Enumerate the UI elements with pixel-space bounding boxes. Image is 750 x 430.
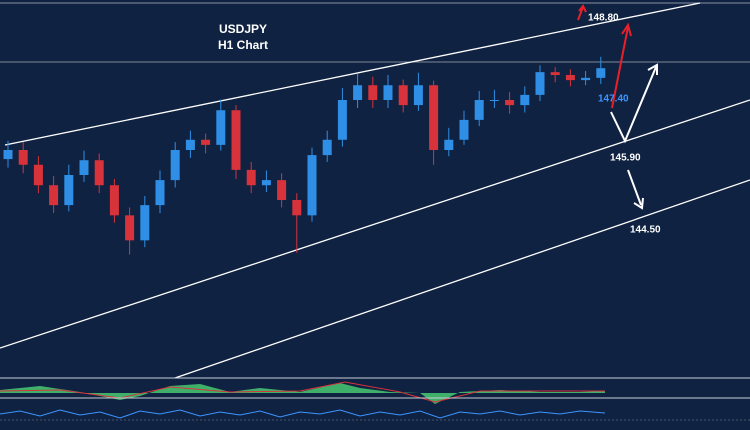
candle-body [125,215,135,241]
arrow [627,169,644,210]
candle-body [322,139,332,156]
trend-line [4,2,701,146]
candles [3,56,606,255]
candle-body [368,85,378,100]
arrows [577,4,658,210]
candle-body [79,160,89,175]
candle-body [383,85,393,100]
candle-body [581,77,591,81]
candle-body [261,180,271,186]
candle-body [520,94,530,106]
candle-body [429,85,439,150]
candle-body [94,160,104,186]
candle-body [459,119,469,140]
candle-body [246,169,256,186]
candle-body [185,139,195,150]
candle-body [353,85,363,100]
chart-title: USDJPY [219,22,267,36]
candle-body [277,180,287,200]
chart-subtitle: H1 Chart [218,38,268,52]
trend-line [174,179,750,379]
candle-body [201,139,211,145]
level-label: 144.50 [630,225,661,236]
candle-body [231,110,241,170]
candle-body [489,100,499,101]
candle-body [216,110,226,145]
candle-body [140,205,150,241]
candle-body [505,100,515,106]
candle-body [307,155,317,216]
candle-body [444,139,454,150]
arrow [610,63,658,144]
level-label: 147.40 [598,94,629,105]
level-label: 148.80 [588,13,619,24]
candle-body [596,68,606,78]
candle-body [33,164,43,186]
arrow [577,4,587,21]
candle-body [64,175,74,206]
candle-body [155,180,165,206]
oscillator-line [0,409,606,419]
candle-body [337,100,347,140]
candle-body [550,72,560,75]
candle-body [18,150,28,165]
candle-body [535,72,545,95]
candle-body [109,185,119,216]
arrow [611,22,632,109]
indicator-histogram [0,383,605,404]
candle-body [398,85,408,106]
candle-body [565,75,575,81]
candle-body [292,200,302,216]
candle-body [170,150,180,181]
candle-body [474,100,484,120]
candle-body [3,150,13,160]
candle-body [49,185,59,206]
level-label: 145.90 [610,153,641,164]
candle-body [413,85,423,106]
